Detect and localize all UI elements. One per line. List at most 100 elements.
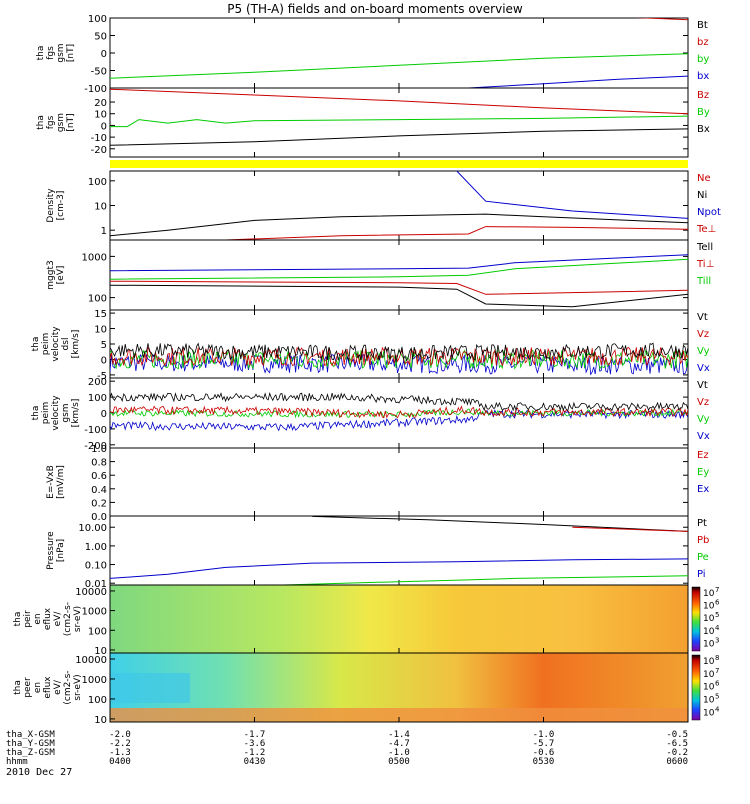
series-till	[110, 258, 688, 280]
ephemeris-value: -0.5	[666, 730, 688, 740]
y-axis-label: peir	[23, 610, 33, 628]
y-axis-label: peim	[41, 402, 51, 425]
y-tick-label: 10000	[75, 655, 107, 666]
series-npot	[456, 171, 688, 219]
colorbar-tick-exponent: 4	[715, 624, 720, 632]
legend-entry: Bx	[697, 124, 710, 135]
panel-v1: 15 10 5 0 -5 tha peim velocity dsl [km/s] Vt Vz Vy Vx	[31, 309, 710, 382]
y-axis-label: E=-VxB	[46, 465, 56, 499]
y-tick-label: 5	[101, 340, 107, 351]
y-tick-label: 1000	[82, 252, 107, 263]
y-tick-label: 0	[101, 355, 107, 366]
y-tick-label: 10	[94, 325, 107, 336]
y-axis-label: [eV]	[56, 266, 66, 285]
series-by	[110, 115, 688, 128]
colorbar-tick-label: 10	[703, 683, 715, 693]
series-ti-	[110, 280, 688, 295]
panel-v2: 200 100 0 -100 -200 tha peim velocity gsm [km/s] V…	[31, 377, 710, 452]
ephemeris-value: -5.7	[533, 739, 555, 749]
y-axis-label: (cm2-s-	[63, 670, 73, 704]
y-axis-label: tha	[13, 680, 23, 695]
legend-entry: Pb	[697, 535, 709, 546]
series-bx	[110, 128, 688, 146]
y-axis-label: tha	[36, 46, 46, 61]
ephemeris-value: -1.4	[388, 730, 410, 740]
y-axis-label: (cm2-s-	[63, 602, 73, 636]
y-tick-label: 1.00	[85, 542, 107, 553]
y-tick-label: 0.2	[91, 498, 107, 509]
legend-entry: bz	[697, 37, 709, 48]
colorbar-tick-exponent: 4	[715, 705, 720, 713]
series-by	[110, 53, 688, 79]
ephemeris-value: -0.2	[666, 748, 688, 758]
panel-temp: 1000 100 mggt3 [eV] Tell Ti⊥ Till	[46, 239, 714, 311]
ephemeris-value: 0530	[533, 757, 555, 767]
y-axis-label: en	[33, 682, 43, 693]
ephemeris-value: -1.0	[533, 730, 555, 740]
y-tick-label: 10	[94, 715, 107, 726]
ephemeris-value: -2.0	[109, 730, 131, 740]
y-tick-label: -200	[84, 441, 107, 452]
legend-entry: Ez	[697, 450, 709, 461]
colorbar-tick-label: 10	[703, 602, 715, 612]
y-axis-label: eflux	[43, 607, 53, 630]
y-axis-label: [cm-3]	[56, 191, 66, 221]
y-axis-label: eV/	[53, 611, 63, 627]
y-tick-label: 50	[94, 32, 107, 43]
spectrogram-elec: 10000 1000 100 10 tha peer en eflux eV/(cm2-s-sr…	[13, 652, 720, 726]
colorbar-tick-label: 10	[703, 695, 715, 705]
colorbar-tick-exponent: 6	[715, 599, 720, 607]
colorbar	[691, 586, 701, 652]
y-tick-label: 15	[94, 309, 107, 320]
colorbar-tick-exponent: 8	[715, 654, 719, 662]
series-tell	[110, 284, 688, 308]
y-axis-label: [km/s]	[71, 330, 81, 359]
y-axis-label: tha	[36, 115, 46, 130]
series-ti-blue	[110, 254, 688, 272]
y-axis-label: fgs	[46, 46, 56, 60]
legend-entry: Till	[696, 276, 711, 287]
series-vx	[110, 353, 688, 376]
colorbar	[691, 654, 701, 721]
y-tick-label: 0	[101, 409, 107, 420]
legend-entry: Bz	[697, 90, 709, 101]
series-pi	[110, 558, 688, 579]
legend-entry: Npot	[697, 207, 721, 218]
y-tick-label: -20	[91, 145, 107, 156]
y-axis-label: tha	[31, 406, 41, 421]
colorbar-tick-exponent: 7	[715, 667, 719, 675]
panel-pressure: 10.00 1.00 0.10 0.01 Pressure [nPa] Pt Pb Pe Pi	[46, 515, 709, 590]
panel-frame	[109, 170, 689, 241]
y-tick-label: 10	[94, 110, 107, 121]
y-axis-label: dsl	[61, 338, 71, 351]
y-tick-label: -100	[84, 84, 107, 95]
y-axis-label: Density	[46, 188, 56, 223]
y-tick-label: 1.0	[91, 444, 107, 455]
ephemeris-value: -1.2	[244, 748, 266, 758]
y-tick-label: -10	[91, 133, 107, 144]
legend-entry: By	[697, 107, 710, 118]
y-tick-label: 10000	[75, 587, 107, 598]
colorbar-tick-label: 10	[703, 589, 715, 599]
y-tick-label: 20	[94, 98, 107, 109]
legend-entry: Bt	[697, 20, 708, 31]
y-axis-label: sr-eV)	[73, 674, 83, 700]
y-tick-label: 0.01	[85, 579, 107, 590]
y-axis-label: gsm	[56, 43, 66, 62]
ephemeris-value: 0500	[388, 757, 410, 767]
y-tick-label: 1000	[82, 675, 107, 686]
y-axis-label: tha	[13, 612, 23, 627]
legend-entry: by	[697, 54, 709, 65]
series-vt	[110, 342, 688, 362]
y-tick-label: 1000	[82, 607, 107, 618]
y-tick-label: 100	[88, 626, 107, 637]
ephemeris-value: -1.0	[388, 748, 410, 758]
y-tick-label: 0.8	[91, 458, 107, 469]
legend-entry: Vz	[697, 329, 709, 340]
legend-entry: Ne	[697, 173, 711, 184]
series-vy	[110, 349, 688, 370]
colorbar-tick-label: 10	[703, 639, 715, 649]
legend-entry: Ti⊥	[696, 259, 714, 270]
